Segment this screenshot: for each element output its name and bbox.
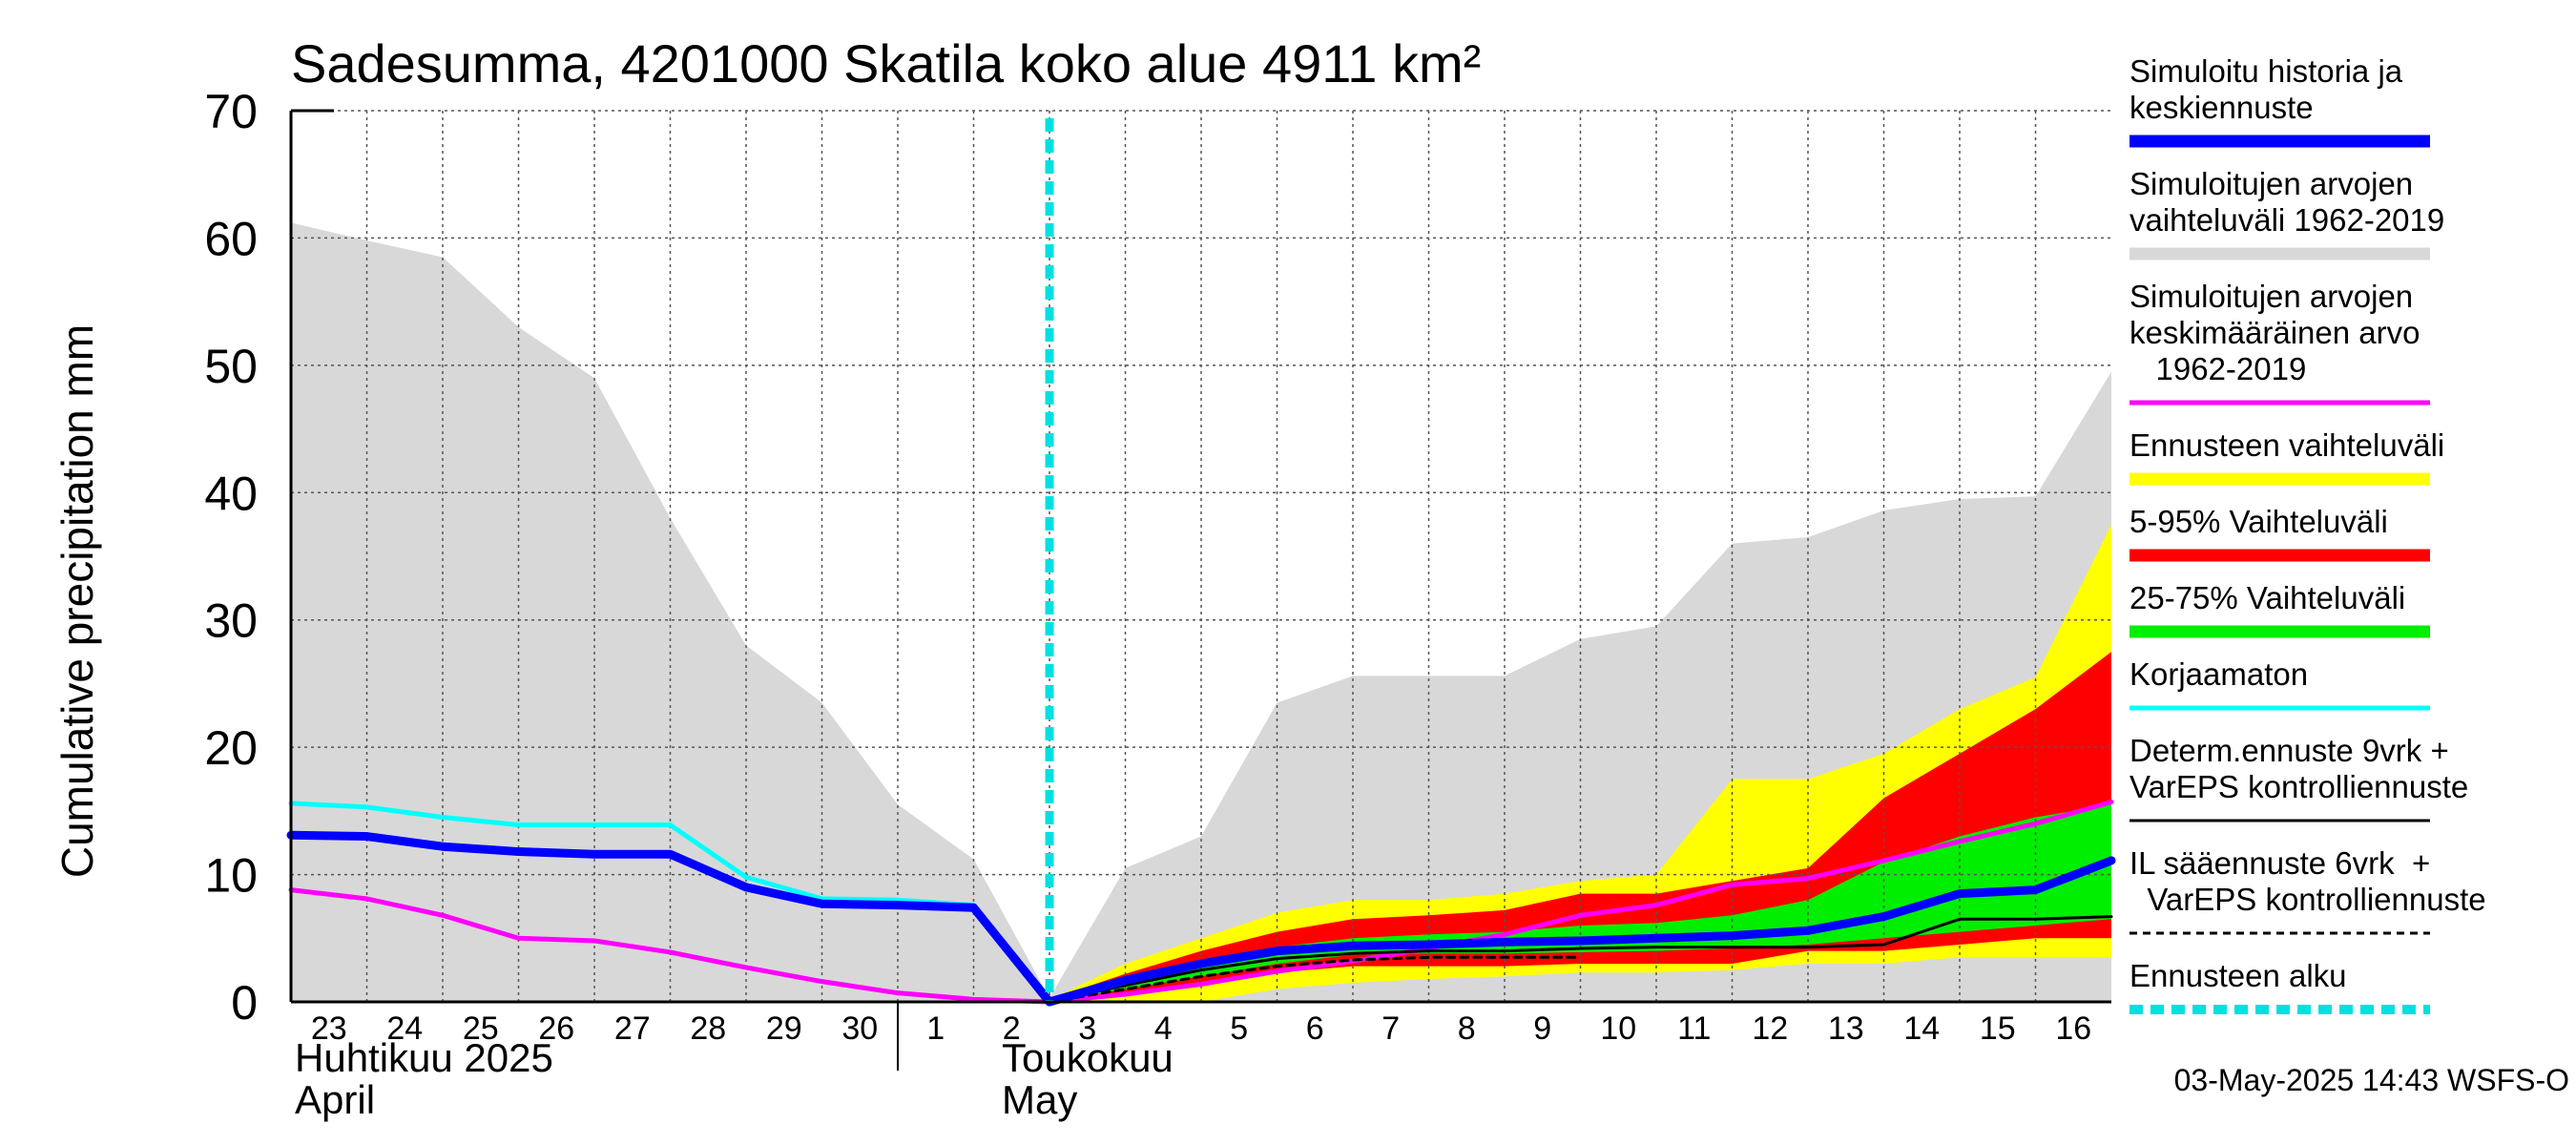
month-label: Toukokuu xyxy=(1002,1035,1174,1080)
month-label-en: May xyxy=(1002,1077,1077,1122)
x-tick-label: 11 xyxy=(1677,1010,1711,1047)
y-tick-label: 30 xyxy=(204,594,258,648)
legend-label: 1962-2019 xyxy=(2129,351,2306,386)
month-label: Huhtikuu 2025 xyxy=(295,1035,553,1080)
legend-label: vaihteluväli 1962-2019 xyxy=(2129,202,2444,238)
legend-label: Simuloitujen arvojen xyxy=(2129,279,2413,314)
legend-label: Simuloitu historia ja xyxy=(2129,53,2403,89)
x-tick-label: 14 xyxy=(1903,1010,1940,1047)
legend-label: Simuloitujen arvojen xyxy=(2129,166,2413,201)
legend-label: Ennusteen vaihteluväli xyxy=(2129,427,2444,463)
x-tick-label: 7 xyxy=(1381,1010,1400,1047)
x-tick-label: 25 xyxy=(463,1010,499,1047)
legend-label: keskimääräinen arvo xyxy=(2129,315,2420,350)
series-lines xyxy=(286,118,2116,1007)
x-tick-label: 4 xyxy=(1154,1010,1173,1047)
line-determ-ennuste-9vrk-vareps-kontrolliennuste xyxy=(1048,915,2113,1004)
legend-label: IL sääennuste 6vrk + xyxy=(2129,845,2430,881)
x-tick-label: 23 xyxy=(311,1010,347,1047)
x-tick-label: 8 xyxy=(1458,1010,1476,1047)
x-tick-label: 6 xyxy=(1306,1010,1324,1047)
x-tick-label: 26 xyxy=(538,1010,574,1047)
chart-title: Sadesumma, 4201000 Skatila koko alue 491… xyxy=(291,33,1481,94)
x-tick-label: 29 xyxy=(766,1010,802,1047)
x-tick-label: 16 xyxy=(2055,1010,2091,1047)
x-tick-label: 5 xyxy=(1230,1010,1248,1047)
legend-item-il-s-ennuste-6vrk-vareps-kontrolliennuste: IL sääennuste 6vrk + VarEPS kontrollienn… xyxy=(2129,845,2486,935)
y-tick-label: 20 xyxy=(204,721,258,775)
legend-label: Korjaamaton xyxy=(2129,656,2308,692)
y-tick-label: 40 xyxy=(204,467,258,520)
legend-item-korjaamaton: Korjaamaton xyxy=(2129,656,2430,711)
x-tick-label: 3 xyxy=(1078,1010,1096,1047)
x-tick-label: 1 xyxy=(926,1010,945,1047)
y-tick-label: 50 xyxy=(204,340,258,393)
y-tick-label: 60 xyxy=(204,212,258,265)
legend-label: Ennusteen alku xyxy=(2129,958,2347,993)
line-il-s-ennuste-6vrk-vareps-kontrolliennuste xyxy=(1048,955,1582,1004)
line-simuloitujen-arvojen-keskim-r-inen-arvo-1962-2019 xyxy=(288,800,2114,1005)
x-tick-label: 27 xyxy=(614,1010,651,1047)
x-tick-label: 13 xyxy=(1828,1010,1864,1047)
legend-label: VarEPS kontrolliennuste xyxy=(2129,882,2486,917)
x-tick-label: 30 xyxy=(841,1010,878,1047)
legend-item-ennusteen-alku: Ennusteen alku xyxy=(2129,958,2430,1014)
legend-label: 5-95% Vaihteluväli xyxy=(2129,504,2388,539)
legend-label: keskiennuste xyxy=(2129,90,2314,125)
y-tick-label: 10 xyxy=(204,849,258,903)
x-tick-label: 15 xyxy=(1980,1010,2016,1047)
line-simuloitu-historia-ja-keskiennuste xyxy=(286,830,2116,1007)
y-tick-label: 0 xyxy=(231,976,258,1030)
x-tick-label: 9 xyxy=(1533,1010,1551,1047)
x-tick-label: 28 xyxy=(690,1010,726,1047)
legend-label: 25-75% Vaihteluväli xyxy=(2129,580,2405,615)
x-tick-label: 12 xyxy=(1752,1010,1788,1047)
y-axis-label: Cumulative precipitation mm xyxy=(52,324,102,878)
legend-label: VarEPS kontrolliennuste xyxy=(2129,769,2468,804)
axes xyxy=(289,109,2111,1071)
grid-lines xyxy=(291,110,2111,1002)
y-tick-label: 70 xyxy=(204,85,258,138)
x-tick-label: 2 xyxy=(1003,1010,1021,1047)
legend-item-ennusteen-vaihteluv-li: Ennusteen vaihteluväli xyxy=(2129,427,2444,486)
legend-item-25-75-vaihteluv-li: 25-75% Vaihteluväli xyxy=(2129,580,2430,638)
month-label-en: April xyxy=(295,1077,375,1122)
legend: Simuloitu historia jakeskiennusteSimuloi… xyxy=(2129,53,2486,1014)
legend-item-determ-ennuste-9vrk-vareps-kontrolliennuste: Determ.ennuste 9vrk +VarEPS kontrollienn… xyxy=(2129,733,2468,822)
footer-timestamp: 03-May-2025 14:43 WSFS-O xyxy=(2174,1063,2569,1097)
x-tick-label: 24 xyxy=(386,1010,423,1047)
x-tick-label: 10 xyxy=(1600,1010,1636,1047)
legend-item-5-95-vaihteluv-li: 5-95% Vaihteluväli xyxy=(2129,504,2430,562)
legend-label: Determ.ennuste 9vrk + xyxy=(2129,733,2449,768)
